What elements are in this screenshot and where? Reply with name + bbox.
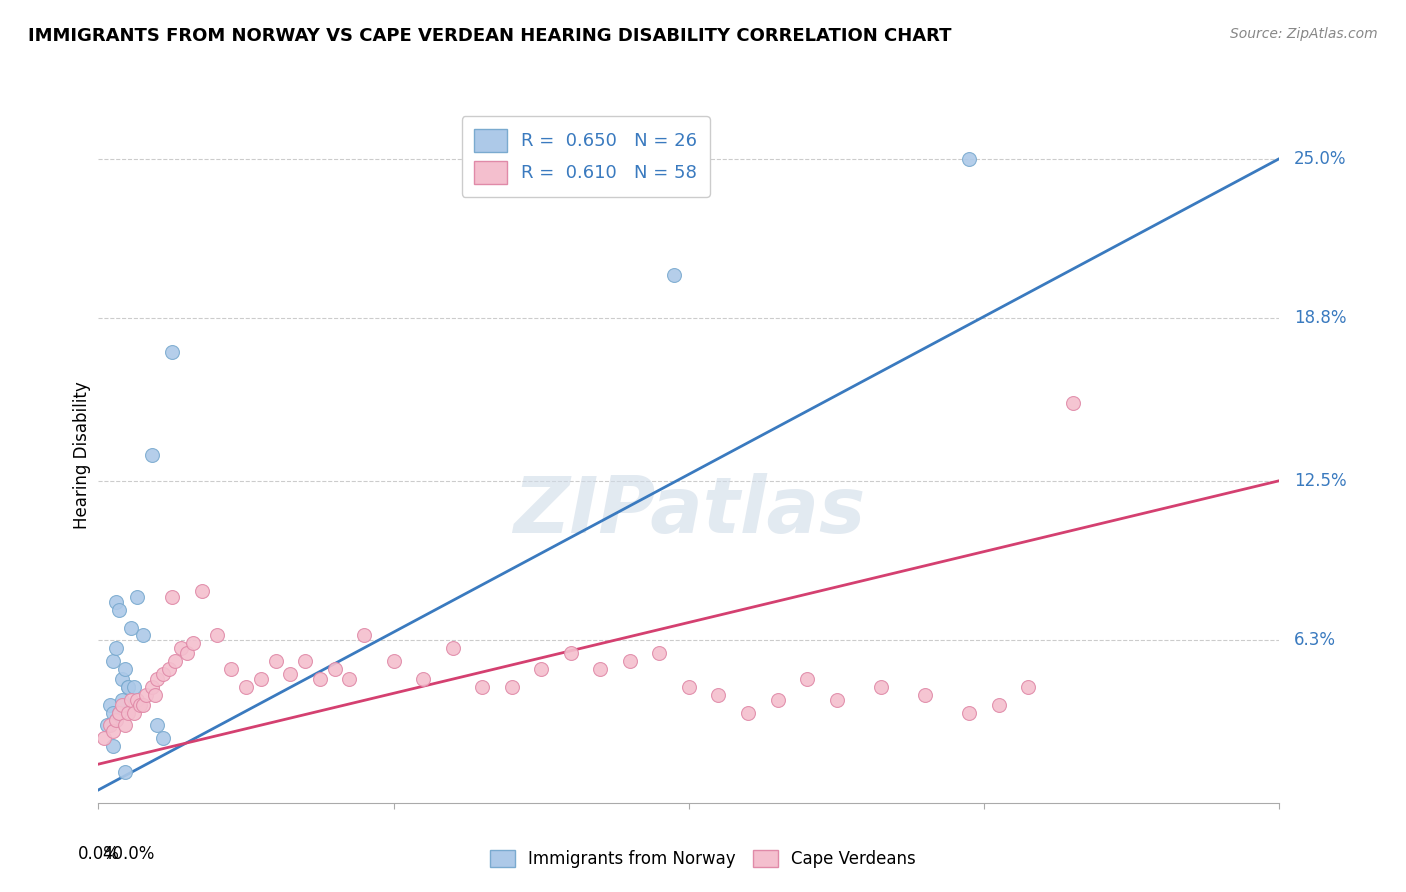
- Point: [132, 628, 155, 642]
- Text: 18.8%: 18.8%: [1294, 310, 1347, 327]
- Text: IMMIGRANTS FROM NORWAY VS CAPE VERDEAN HEARING DISABILITY CORRELATION CHART: IMMIGRANTS FROM NORWAY VS CAPE VERDEAN H…: [28, 27, 952, 45]
- Point: [869, 680, 891, 694]
- Text: Source: ZipAtlas.com: Source: ZipAtlas.com: [1230, 27, 1378, 41]
- Point: [737, 706, 759, 720]
- Point: [120, 692, 142, 706]
- Point: [117, 706, 139, 720]
- Point: [707, 688, 730, 702]
- Point: [294, 654, 316, 668]
- Point: [235, 680, 257, 694]
- Point: [135, 688, 157, 702]
- Point: [105, 595, 128, 609]
- Point: [1017, 680, 1039, 694]
- Point: [103, 706, 125, 720]
- Point: [382, 654, 405, 668]
- Point: [96, 718, 118, 732]
- Text: 0.0%: 0.0%: [77, 845, 120, 863]
- Point: [93, 731, 115, 746]
- Point: [165, 654, 187, 668]
- Point: [103, 654, 125, 668]
- Point: [117, 680, 139, 694]
- Point: [825, 692, 848, 706]
- Point: [111, 672, 134, 686]
- Point: [176, 646, 198, 660]
- Point: [117, 680, 139, 694]
- Y-axis label: Hearing Disability: Hearing Disability: [73, 381, 91, 529]
- Point: [412, 672, 434, 686]
- Legend: Immigrants from Norway, Cape Verdeans: Immigrants from Norway, Cape Verdeans: [484, 843, 922, 875]
- Point: [103, 723, 125, 738]
- Legend: R =  0.650   N = 26, R =  0.610   N = 58: R = 0.650 N = 26, R = 0.610 N = 58: [461, 116, 710, 197]
- Text: ZIPatlas: ZIPatlas: [513, 473, 865, 549]
- Point: [108, 602, 131, 616]
- Text: 25.0%: 25.0%: [1294, 150, 1347, 168]
- Point: [98, 698, 121, 712]
- Point: [959, 152, 981, 166]
- Point: [619, 654, 641, 668]
- Point: [114, 764, 136, 779]
- Point: [353, 628, 375, 642]
- Point: [114, 662, 136, 676]
- Point: [914, 688, 936, 702]
- Point: [530, 662, 553, 676]
- Point: [125, 692, 148, 706]
- Point: [664, 268, 686, 282]
- Point: [132, 698, 155, 712]
- Point: [152, 731, 174, 746]
- Point: [152, 667, 174, 681]
- Point: [141, 680, 163, 694]
- Point: [111, 692, 134, 706]
- Point: [441, 641, 464, 656]
- Text: 40.0%: 40.0%: [101, 845, 155, 863]
- Point: [103, 739, 125, 753]
- Point: [560, 646, 582, 660]
- Text: 12.5%: 12.5%: [1294, 472, 1347, 490]
- Point: [170, 641, 193, 656]
- Point: [105, 641, 128, 656]
- Point: [111, 698, 134, 712]
- Point: [309, 672, 332, 686]
- Point: [796, 672, 818, 686]
- Point: [120, 621, 142, 635]
- Point: [122, 706, 145, 720]
- Point: [125, 590, 148, 604]
- Point: [959, 706, 981, 720]
- Point: [250, 672, 273, 686]
- Point: [128, 698, 150, 712]
- Point: [146, 672, 169, 686]
- Point: [501, 680, 523, 694]
- Point: [205, 628, 228, 642]
- Point: [589, 662, 612, 676]
- Point: [98, 718, 121, 732]
- Point: [471, 680, 494, 694]
- Point: [157, 662, 180, 676]
- Point: [108, 706, 131, 720]
- Point: [766, 692, 789, 706]
- Point: [162, 590, 183, 604]
- Point: [337, 672, 360, 686]
- Point: [105, 714, 128, 728]
- Point: [1062, 396, 1084, 410]
- Point: [191, 584, 214, 599]
- Point: [108, 706, 131, 720]
- Point: [146, 718, 169, 732]
- Point: [264, 654, 287, 668]
- Point: [105, 714, 128, 728]
- Point: [678, 680, 700, 694]
- Point: [122, 680, 145, 694]
- Point: [141, 448, 163, 462]
- Text: 6.3%: 6.3%: [1294, 632, 1336, 649]
- Point: [181, 636, 204, 650]
- Point: [219, 662, 243, 676]
- Point: [987, 698, 1010, 712]
- Point: [648, 646, 671, 660]
- Point: [323, 662, 346, 676]
- Point: [114, 718, 136, 732]
- Point: [143, 688, 166, 702]
- Point: [278, 667, 302, 681]
- Point: [162, 344, 183, 359]
